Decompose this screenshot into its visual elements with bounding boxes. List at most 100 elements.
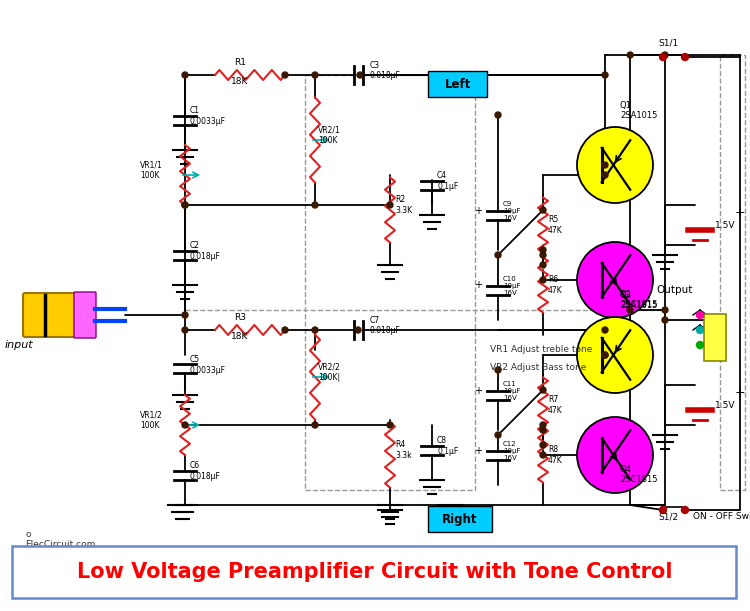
Text: o
ElecCircuit.com: o ElecCircuit.com — [25, 530, 95, 549]
Circle shape — [697, 312, 703, 318]
Circle shape — [697, 342, 703, 348]
Text: +: + — [474, 205, 482, 216]
Circle shape — [495, 252, 501, 258]
Text: VR1 Adjust treble tone: VR1 Adjust treble tone — [490, 345, 592, 354]
Text: C2
0.018μF: C2 0.018μF — [190, 241, 220, 261]
Circle shape — [602, 352, 608, 358]
Circle shape — [182, 72, 188, 78]
Circle shape — [577, 127, 653, 203]
Circle shape — [682, 54, 688, 60]
Circle shape — [312, 202, 318, 208]
Circle shape — [182, 312, 188, 318]
Text: C1
0.0033μF: C1 0.0033μF — [190, 106, 226, 126]
Text: R7
47K: R7 47K — [548, 395, 562, 415]
Text: R1: R1 — [234, 58, 246, 67]
Text: R4
3.3k: R4 3.3k — [395, 441, 412, 459]
Circle shape — [312, 72, 318, 78]
Circle shape — [540, 387, 546, 393]
Text: Q2
2SC1815: Q2 2SC1815 — [620, 290, 658, 309]
Circle shape — [282, 327, 288, 333]
Circle shape — [182, 202, 188, 208]
Circle shape — [577, 417, 653, 493]
Text: Left: Left — [445, 78, 471, 90]
Circle shape — [357, 72, 363, 78]
Circle shape — [540, 427, 546, 433]
Text: Q4
2SC1815: Q4 2SC1815 — [620, 465, 658, 485]
Circle shape — [540, 252, 546, 258]
Text: +: + — [474, 445, 482, 455]
Text: C11
10μF
16V: C11 10μF 16V — [503, 381, 520, 401]
Circle shape — [495, 112, 501, 118]
Circle shape — [662, 52, 668, 58]
Text: input: input — [5, 340, 34, 350]
Text: 1.5V: 1.5V — [715, 221, 736, 230]
Circle shape — [182, 202, 188, 208]
Text: S1/2: S1/2 — [658, 512, 678, 521]
Text: VR1/1
100K: VR1/1 100K — [140, 160, 163, 180]
Text: Q1
2SA1015: Q1 2SA1015 — [620, 101, 657, 120]
Circle shape — [627, 52, 633, 58]
Circle shape — [495, 432, 501, 438]
Text: R8
47K: R8 47K — [548, 445, 562, 465]
Text: C7
0.018μF: C7 0.018μF — [370, 316, 400, 335]
Circle shape — [282, 72, 288, 78]
Circle shape — [659, 507, 667, 513]
Text: R2
3.3K: R2 3.3K — [395, 196, 412, 214]
Circle shape — [662, 317, 668, 323]
FancyBboxPatch shape — [428, 71, 487, 97]
Text: C5
0.0033μF: C5 0.0033μF — [190, 356, 226, 375]
Circle shape — [662, 307, 668, 313]
Circle shape — [355, 327, 361, 333]
Text: +: + — [735, 205, 746, 219]
Text: C9
10μF
16V: C9 10μF 16V — [503, 201, 520, 221]
Circle shape — [540, 442, 546, 448]
Text: Right: Right — [442, 513, 478, 525]
Text: +: + — [474, 386, 482, 395]
Circle shape — [602, 172, 608, 178]
Circle shape — [495, 367, 501, 373]
Text: Output: Output — [657, 285, 693, 295]
Text: 1.5V: 1.5V — [715, 400, 736, 409]
Circle shape — [602, 327, 608, 333]
Text: C3
0.018μF: C3 0.018μF — [370, 61, 400, 81]
Circle shape — [577, 242, 653, 318]
Circle shape — [387, 422, 393, 428]
Text: VR2/2
100K|: VR2/2 100K| — [318, 362, 340, 382]
Text: Q3
2SA1015: Q3 2SA1015 — [620, 291, 657, 310]
Text: ON - OFF Switch: ON - OFF Switch — [693, 512, 750, 521]
Text: R3: R3 — [234, 313, 246, 322]
Circle shape — [540, 452, 546, 458]
Circle shape — [312, 422, 318, 428]
Circle shape — [602, 72, 608, 78]
Circle shape — [602, 162, 608, 168]
FancyBboxPatch shape — [23, 293, 77, 337]
FancyBboxPatch shape — [428, 506, 492, 532]
Text: VR2 Adjust Bass tone: VR2 Adjust Bass tone — [490, 364, 586, 373]
Circle shape — [182, 327, 188, 333]
Text: VR1/2
100K: VR1/2 100K — [140, 411, 163, 430]
Circle shape — [540, 422, 546, 428]
Text: +: + — [474, 280, 482, 290]
FancyBboxPatch shape — [74, 292, 96, 338]
Text: C4
0.1μF: C4 0.1μF — [437, 171, 458, 191]
Text: 18K: 18K — [231, 77, 249, 86]
Circle shape — [540, 277, 546, 283]
Text: C12
10μF
16V: C12 10μF 16V — [503, 441, 520, 461]
Text: C6
0.018μF: C6 0.018μF — [190, 461, 220, 481]
FancyBboxPatch shape — [12, 546, 736, 598]
Circle shape — [697, 326, 703, 334]
Text: S1/1: S1/1 — [658, 38, 678, 47]
FancyBboxPatch shape — [704, 314, 726, 361]
Circle shape — [540, 247, 546, 253]
Circle shape — [577, 317, 653, 393]
Circle shape — [682, 507, 688, 513]
Circle shape — [627, 307, 633, 313]
Circle shape — [540, 207, 546, 213]
Text: C8
0.1μF: C8 0.1μF — [437, 436, 458, 456]
Circle shape — [387, 202, 393, 208]
Circle shape — [312, 327, 318, 333]
Text: Low Voltage Preamplifier Circuit with Tone Control: Low Voltage Preamplifier Circuit with To… — [77, 562, 673, 582]
Text: C10
10μF
16V: C10 10μF 16V — [503, 276, 520, 296]
Text: VR2/1
100K: VR2/1 100K — [318, 125, 340, 145]
Text: +: + — [735, 386, 746, 398]
